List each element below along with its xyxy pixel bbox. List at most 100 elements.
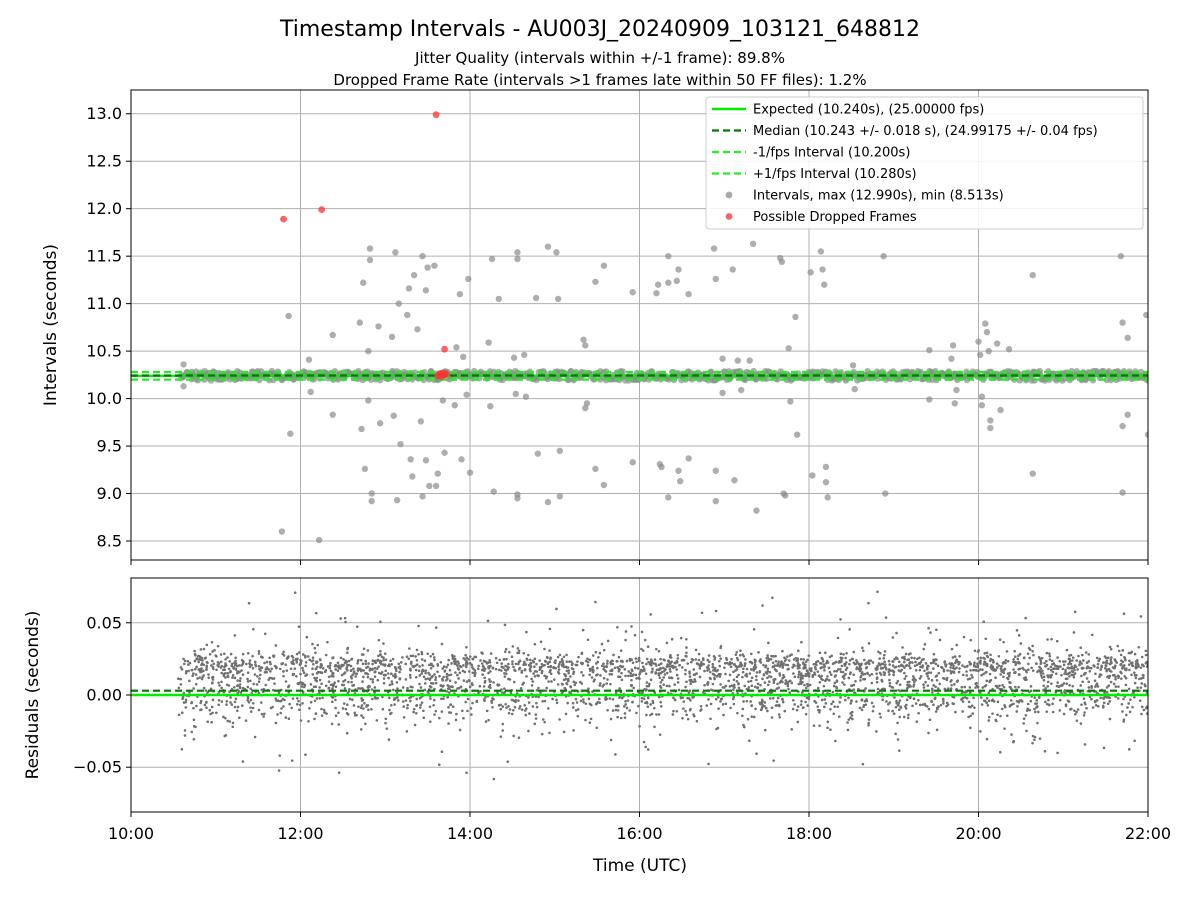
residual-point	[786, 663, 790, 667]
residual-point	[673, 698, 677, 702]
interval-point	[565, 376, 572, 384]
residual-point	[1098, 675, 1101, 679]
residual-point	[259, 701, 263, 704]
residual-point	[1031, 669, 1035, 672]
residual-point	[820, 698, 824, 702]
residual-point	[278, 754, 282, 757]
residual-point	[348, 697, 352, 701]
residual-point	[605, 665, 608, 669]
residual-point	[557, 663, 561, 666]
y-tick-label: 13.0	[86, 104, 122, 123]
residual-point	[897, 701, 901, 705]
residual-point	[949, 687, 953, 690]
residual-point	[492, 777, 496, 781]
residual-point	[764, 706, 768, 710]
residual-point	[395, 691, 399, 695]
residual-point	[518, 707, 521, 710]
residual-point	[471, 701, 474, 705]
residual-point	[781, 649, 784, 653]
residual-point	[337, 679, 340, 683]
residual-point	[838, 715, 841, 718]
residual-point	[675, 709, 679, 713]
residual-point	[804, 686, 808, 690]
residual-point	[903, 671, 906, 675]
y-tick-label: 9.0	[97, 484, 122, 503]
residual-point	[664, 668, 667, 671]
residual-point	[766, 656, 770, 659]
residual-point	[957, 670, 961, 674]
residual-point	[382, 656, 385, 660]
residual-point	[902, 715, 906, 719]
residual-point	[762, 663, 765, 667]
residual-point	[893, 657, 896, 661]
residual-point	[617, 675, 620, 678]
residual-point	[1139, 615, 1143, 618]
residual-point	[1061, 684, 1064, 687]
residual-point	[349, 664, 353, 668]
residual-point	[557, 668, 561, 671]
residual-point	[282, 670, 285, 673]
interval-point	[278, 528, 286, 535]
residual-point	[971, 668, 975, 672]
residual-point	[901, 646, 904, 649]
interval-point	[685, 290, 692, 298]
residual-point	[641, 661, 644, 665]
residual-point	[1095, 656, 1099, 660]
residual-point	[217, 698, 221, 702]
residual-point	[1099, 696, 1102, 700]
residual-point	[942, 699, 945, 703]
residual-point	[760, 702, 764, 706]
residual-point	[354, 675, 357, 678]
residual-point	[339, 617, 342, 620]
residual-point	[373, 659, 377, 663]
residual-point	[728, 685, 732, 688]
residual-point	[429, 676, 432, 680]
residual-point	[1047, 667, 1050, 671]
residual-point	[274, 697, 278, 700]
residual-point	[249, 679, 252, 683]
residual-point	[364, 659, 368, 663]
residual-point	[999, 691, 1002, 695]
residual-point	[1027, 662, 1030, 666]
residual-point	[529, 664, 533, 668]
residual-point	[431, 652, 435, 656]
residual-points	[176, 590, 1148, 781]
residual-point	[806, 704, 809, 707]
residual-point	[766, 683, 770, 687]
residual-point	[904, 652, 908, 656]
residual-point	[609, 717, 613, 721]
residual-point	[955, 680, 959, 683]
residual-point	[517, 667, 521, 671]
residual-point	[216, 663, 219, 667]
residual-point	[1031, 650, 1034, 653]
residual-point	[836, 668, 840, 671]
residual-point	[397, 662, 401, 666]
residual-point	[1014, 685, 1017, 689]
residual-point	[1050, 637, 1053, 641]
residual-point	[1046, 685, 1050, 688]
residual-point	[1022, 717, 1026, 721]
residual-point	[292, 672, 296, 676]
residual-point	[634, 673, 638, 677]
residual-point	[231, 674, 235, 677]
residual-point	[534, 713, 538, 716]
residual-point	[428, 720, 432, 724]
residual-point	[233, 700, 237, 704]
residual-point	[947, 687, 950, 690]
interval-point	[307, 388, 314, 396]
residual-point	[644, 701, 647, 705]
residual-point	[548, 660, 552, 664]
residual-point	[653, 725, 656, 729]
residual-point	[304, 753, 307, 756]
residual-point	[1017, 654, 1020, 658]
residual-point	[574, 708, 578, 712]
interval-point	[534, 450, 541, 457]
residual-point	[318, 691, 321, 695]
residual-point	[584, 659, 588, 663]
residual-point	[900, 663, 903, 667]
residual-point	[657, 663, 661, 667]
residual-point	[795, 708, 799, 712]
residual-point	[572, 680, 576, 684]
residual-point	[1049, 668, 1053, 672]
residual-point	[226, 672, 230, 675]
